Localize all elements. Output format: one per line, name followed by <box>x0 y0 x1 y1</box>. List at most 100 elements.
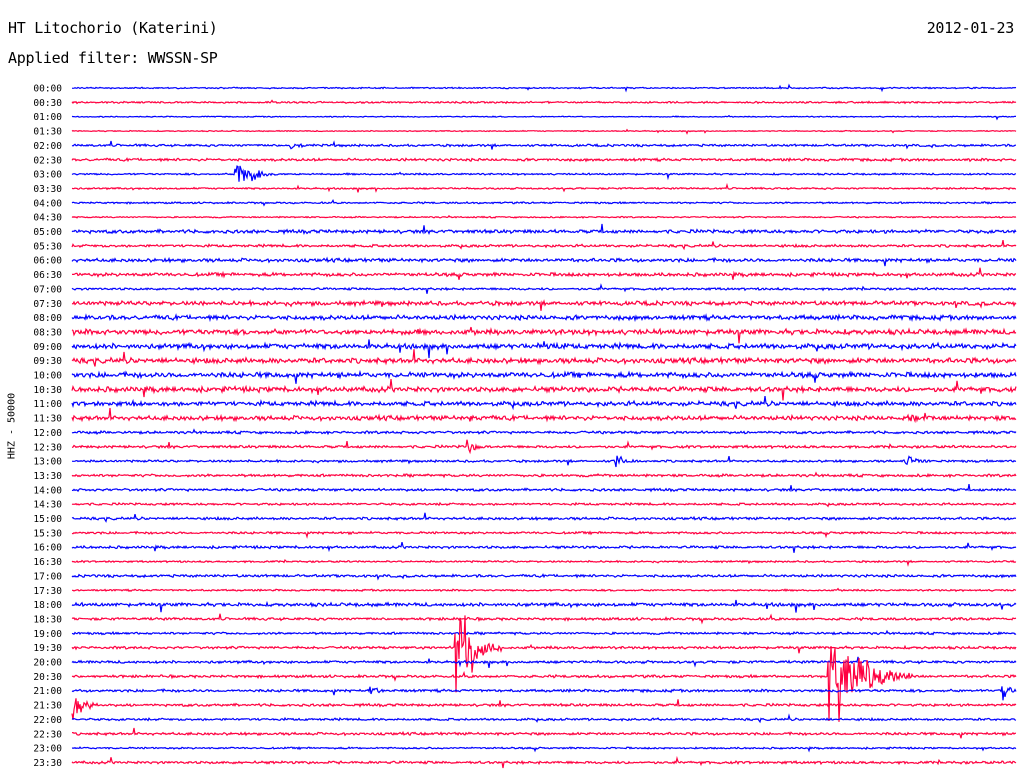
row-time-label: 19:00 <box>33 629 62 640</box>
row-time-label: 14:00 <box>33 485 62 496</box>
row-time-label: 06:00 <box>33 256 62 267</box>
seismic-trace <box>71 408 1017 424</box>
seismic-trace <box>71 501 1017 508</box>
row-time-label: 22:00 <box>33 715 62 726</box>
row-time-label: 13:30 <box>33 471 62 482</box>
seismic-trace <box>71 512 1017 523</box>
row-time-label: 14:30 <box>33 500 62 511</box>
seismic-trace <box>71 656 1017 669</box>
seismic-trace <box>71 530 1017 539</box>
seismic-trace <box>71 369 1017 384</box>
seismic-trace <box>71 541 1017 553</box>
row-time-label: 15:30 <box>33 528 62 539</box>
seismic-trace <box>71 83 1017 93</box>
seismic-trace <box>71 128 1017 135</box>
date-label: 2012-01-23 <box>926 19 1015 37</box>
seismic-trace <box>71 140 1016 150</box>
row-time-label: 03:30 <box>33 184 62 195</box>
row-time-label: 21:00 <box>33 686 62 697</box>
row-time-label: 22:30 <box>33 729 62 740</box>
row-time-label: 13:00 <box>33 457 62 468</box>
seismic-trace <box>71 239 1017 251</box>
seismic-trace <box>71 629 1017 636</box>
row-time-label: 06:30 <box>33 270 62 281</box>
row-time-label: 01:30 <box>33 127 62 138</box>
row-time-label: 21:30 <box>33 701 62 712</box>
seismic-trace <box>71 299 1017 311</box>
seismic-trace <box>71 214 1017 219</box>
seismic-trace <box>71 199 1017 207</box>
row-time-label: 09:00 <box>33 342 62 353</box>
row-time-label: 03:00 <box>33 170 62 181</box>
station-title: HT Litochorio (Katerini) <box>8 19 218 37</box>
seismic-trace <box>71 379 1017 401</box>
row-time-label: 08:00 <box>33 313 62 324</box>
row-time-label: 05:00 <box>33 227 62 238</box>
seismic-trace <box>71 484 1017 493</box>
row-time-label: 20:00 <box>33 658 62 669</box>
row-time-label: 02:00 <box>33 141 62 152</box>
row-time-label: 01:00 <box>33 112 62 123</box>
seismic-trace <box>71 686 1017 701</box>
row-time-label: 10:00 <box>33 371 62 382</box>
seismic-trace <box>71 256 1017 267</box>
row-time-label: 12:30 <box>33 442 62 453</box>
seismic-trace <box>71 267 1017 280</box>
seismic-trace <box>71 698 1017 720</box>
row-time-label: 15:00 <box>33 514 62 525</box>
row-time-label: 04:30 <box>33 213 62 224</box>
seismic-trace <box>71 558 1017 567</box>
seismic-trace <box>71 165 1017 182</box>
seismic-trace <box>71 471 1017 479</box>
row-time-label: 02:30 <box>33 155 62 166</box>
seismic-trace <box>71 339 1017 359</box>
seismic-trace <box>71 157 1017 163</box>
seismic-trace <box>71 615 1017 693</box>
row-time-label: 18:30 <box>33 614 62 625</box>
seismic-trace <box>71 313 1017 323</box>
row-time-label: 12:00 <box>33 428 62 439</box>
row-time-label: 17:30 <box>33 586 62 597</box>
row-time-label: 10:30 <box>33 385 62 396</box>
row-time-label: 00:30 <box>33 98 62 109</box>
seismic-trace <box>71 439 1017 455</box>
filter-label: Applied filter: WWSSN-SP <box>8 49 218 67</box>
row-time-label: 23:00 <box>33 744 62 755</box>
seismic-trace <box>71 428 1017 436</box>
row-time-label: 11:00 <box>33 399 62 410</box>
seismic-trace <box>71 114 1017 121</box>
row-time-label: 17:00 <box>33 571 62 582</box>
seismic-trace <box>71 646 1017 722</box>
row-time-label: 18:00 <box>33 600 62 611</box>
seismic-trace <box>71 326 1017 344</box>
row-time-label: 00:00 <box>33 84 62 95</box>
seismic-trace <box>71 349 1017 367</box>
row-time-label: 04:00 <box>33 198 62 209</box>
seismic-trace <box>72 587 1017 593</box>
row-time-label: 16:00 <box>33 543 62 554</box>
row-time-label: 20:30 <box>33 672 62 683</box>
row-time-label: 19:30 <box>33 643 62 654</box>
seismic-trace <box>71 599 1017 613</box>
row-time-label: 05:30 <box>33 241 62 252</box>
seismic-trace <box>72 727 1017 739</box>
seismic-trace <box>71 745 1017 753</box>
row-time-label: 08:30 <box>33 327 62 338</box>
seismic-trace <box>71 713 1017 724</box>
seismic-trace <box>71 573 1017 581</box>
seismic-trace <box>71 99 1017 105</box>
seismic-trace <box>71 755 1017 769</box>
seismic-trace <box>71 455 1017 468</box>
seismic-trace <box>71 396 1017 411</box>
row-time-label: 16:30 <box>33 557 62 568</box>
seismic-trace <box>71 283 1017 294</box>
seismic-trace <box>71 613 1017 625</box>
seismic-trace <box>71 182 1017 193</box>
row-time-label: 11:30 <box>33 414 62 425</box>
row-time-label: 23:30 <box>33 758 62 769</box>
seismic-trace <box>71 223 1017 236</box>
row-time-label: 09:30 <box>33 356 62 367</box>
row-time-label: 07:30 <box>33 299 62 310</box>
row-time-label: 07:00 <box>33 284 62 295</box>
